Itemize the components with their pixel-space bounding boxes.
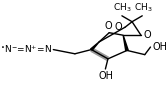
Polygon shape: [123, 35, 128, 51]
Text: CH$_3$: CH$_3$: [134, 1, 152, 14]
Text: OH: OH: [152, 42, 167, 52]
Text: O: O: [143, 30, 151, 40]
Polygon shape: [91, 42, 99, 50]
Text: CH$_3$: CH$_3$: [113, 1, 131, 14]
Text: O: O: [114, 22, 122, 32]
Text: O: O: [105, 21, 112, 31]
Text: OH: OH: [99, 71, 114, 81]
Text: $^{\bullet}$N$^{-}$=N$^{+}$=N: $^{\bullet}$N$^{-}$=N$^{+}$=N: [0, 43, 52, 55]
